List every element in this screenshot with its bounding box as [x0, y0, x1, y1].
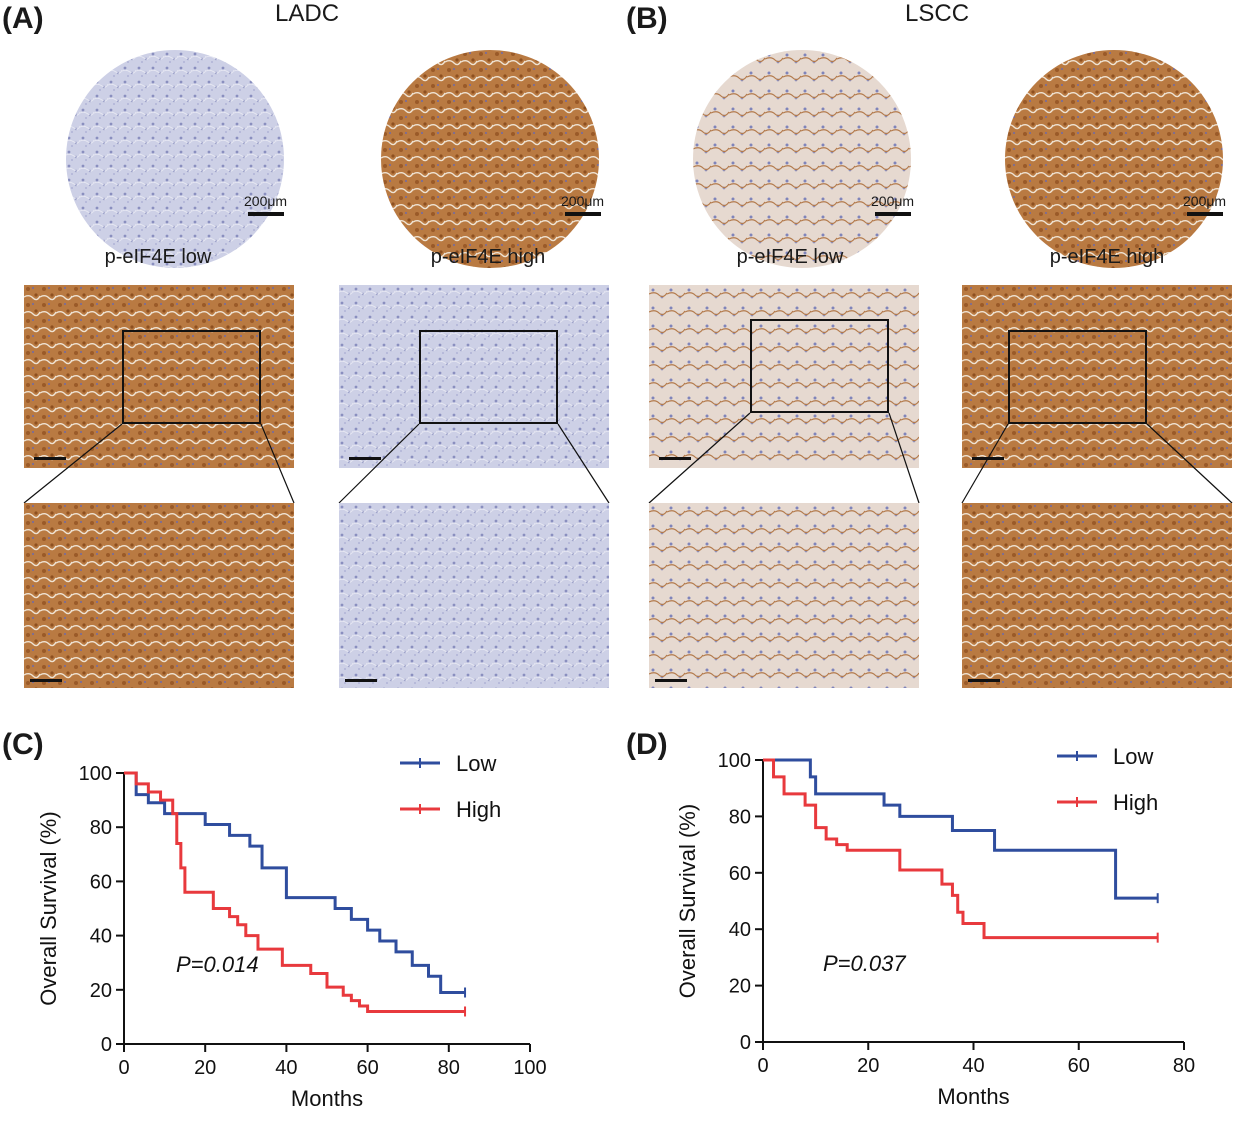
lscc-low-tissue-core [693, 50, 911, 268]
y-axis-label: Overall Survival (%) [675, 804, 700, 998]
survival-chart-c: 0 20 40 60 80 100 0 20 40 60 80 100 Months Overall Su… [36, 751, 547, 1111]
ladc-high-micrograph [339, 285, 609, 468]
y-tick-label: 0 [101, 1034, 112, 1056]
x-tick-label: 20 [194, 1057, 216, 1079]
x-tick-label: 100 [513, 1057, 546, 1079]
ladc-low-scale-label: 200μm [244, 193, 288, 209]
lscc-title: LSCC [905, 0, 970, 27]
y-tick-label: 100 [79, 763, 112, 785]
ladc-low-micrograph [24, 285, 294, 468]
lscc-low-scale-label: 200μm [871, 193, 915, 209]
legend-label-high: High [456, 797, 501, 822]
ladc-low-scale-bar [248, 212, 284, 216]
lscc-high-scale-label: 200μm [1183, 193, 1227, 209]
zoom-region-box [1008, 330, 1147, 424]
x-tick-label: 0 [757, 1055, 768, 1077]
survival-curve-low [763, 758, 1158, 900]
lscc-low-micrograph [649, 285, 919, 468]
panel-label-c: (C) [2, 728, 44, 761]
p-value-annotation: P=0.037 [823, 951, 906, 976]
x-tick-label: 40 [275, 1057, 297, 1079]
y-tick-label: 20 [90, 980, 112, 1002]
ladc-high-scale-bar [565, 212, 601, 216]
lscc-high-caption: p-eIF4E high [1049, 246, 1165, 268]
scale-bar [968, 679, 1000, 682]
scale-bar [34, 457, 66, 460]
lscc-high-scale-bar [1187, 212, 1223, 216]
scale-bar [30, 679, 62, 682]
zoom-region-box [122, 330, 261, 424]
y-tick-label: 40 [90, 926, 112, 948]
ladc-title: LADC [275, 0, 340, 27]
ladc-high-zoom [339, 503, 609, 688]
panel-label-b: (B) [626, 2, 668, 35]
p-value-annotation: P=0.014 [176, 952, 259, 977]
x-tick-label: 60 [356, 1057, 378, 1079]
lscc-low-scale-bar [875, 212, 911, 216]
y-tick-label: 80 [729, 806, 751, 828]
x-tick-label: 20 [857, 1055, 879, 1077]
survival-curve-high [763, 758, 1158, 940]
lscc-low-caption: p-eIF4E low [736, 246, 844, 268]
survival-curve-low [124, 771, 466, 995]
y-tick-label: 100 [718, 750, 751, 772]
zoom-connector-lines [23, 412, 1233, 504]
y-tick-label: 40 [729, 919, 751, 941]
legend-label-low: Low [1113, 744, 1153, 769]
lscc-high-micrograph [962, 285, 1232, 468]
panel-label-a: (A) [2, 2, 44, 35]
lscc-high-tissue-core [1005, 50, 1223, 268]
scale-bar [345, 679, 377, 682]
x-tick-label: 80 [438, 1057, 460, 1079]
scale-bar [655, 679, 687, 682]
ladc-high-scale-label: 200μm [561, 193, 605, 209]
ladc-low-tissue-core [66, 50, 284, 268]
survival-chart-d: 0 20 40 60 80 0 20 40 60 80 100 Months Overall Survi… [675, 744, 1195, 1109]
survival-curve-high [124, 771, 466, 1013]
scale-bar [659, 457, 691, 460]
ladc-low-caption: p-eIF4E low [104, 246, 212, 268]
scale-bar [349, 457, 381, 460]
lscc-high-zoom [962, 503, 1232, 688]
x-tick-label: 60 [1068, 1055, 1090, 1077]
ladc-low-zoom [24, 503, 294, 688]
zoom-region-box [750, 319, 889, 413]
y-tick-label: 60 [90, 871, 112, 893]
y-tick-label: 0 [740, 1032, 751, 1054]
legend-label-low: Low [456, 751, 496, 776]
x-tick-label: 40 [962, 1055, 984, 1077]
y-tick-label: 60 [729, 863, 751, 885]
y-axis-label: Overall Survival (%) [36, 811, 61, 1005]
y-tick-label: 20 [729, 976, 751, 998]
y-tick-label: 80 [90, 817, 112, 839]
ladc-high-caption: p-eIF4E high [430, 246, 546, 268]
x-axis-label: Months [937, 1084, 1009, 1109]
x-axis-label: Months [291, 1086, 363, 1111]
zoom-region-box [419, 330, 558, 424]
lscc-low-zoom [649, 503, 919, 688]
x-tick-label: 0 [118, 1057, 129, 1079]
panel-label-d: (D) [626, 728, 668, 761]
ladc-high-tissue-core [381, 50, 599, 268]
x-tick-label: 80 [1173, 1055, 1195, 1077]
legend-label-high: High [1113, 790, 1158, 815]
